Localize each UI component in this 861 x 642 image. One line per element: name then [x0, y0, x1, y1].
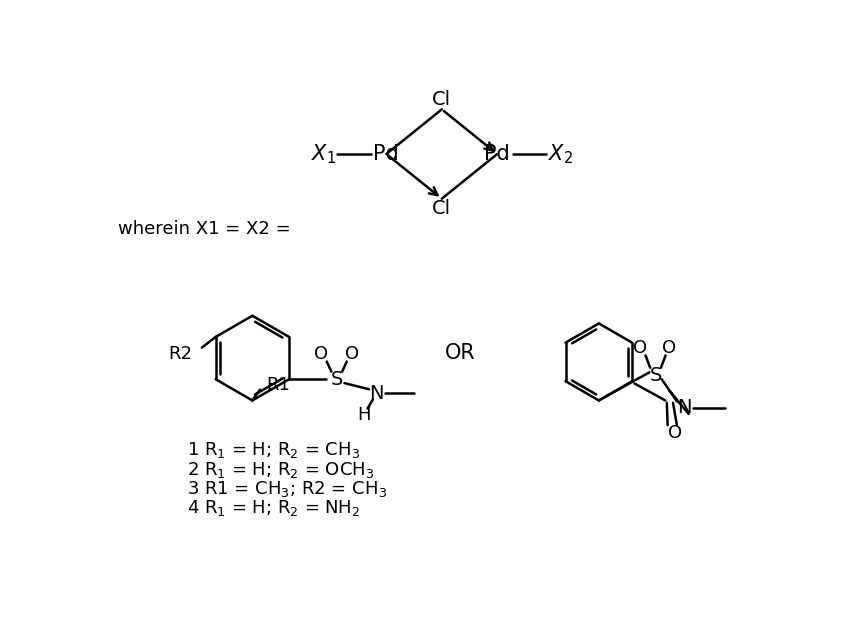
Text: OR: OR: [444, 343, 475, 363]
Text: 3 R1 = CH$_3$; R2 = CH$_3$: 3 R1 = CH$_3$; R2 = CH$_3$: [187, 479, 387, 499]
Text: O: O: [632, 340, 647, 358]
Text: O: O: [344, 345, 359, 363]
Text: 4 R$_1$ = H; R$_2$ = NH$_2$: 4 R$_1$ = H; R$_2$ = NH$_2$: [187, 498, 360, 518]
Text: R1: R1: [266, 376, 290, 394]
Text: $X_2$: $X_2$: [548, 143, 573, 166]
Text: 1 R$_1$ = H; R$_2$ = CH$_3$: 1 R$_1$ = H; R$_2$ = CH$_3$: [187, 440, 360, 460]
Text: O: O: [314, 345, 328, 363]
Text: O: O: [661, 340, 676, 358]
Text: N: N: [677, 398, 691, 417]
Text: Pd: Pd: [484, 144, 510, 164]
Text: O: O: [667, 424, 682, 442]
Text: wherein X1 = X2 =: wherein X1 = X2 =: [117, 220, 290, 238]
Text: $X_1$: $X_1$: [310, 143, 335, 166]
Text: R2: R2: [169, 345, 192, 363]
Text: S: S: [648, 366, 661, 385]
Text: Cl: Cl: [431, 90, 451, 109]
Text: S: S: [331, 370, 343, 389]
Text: 2 R$_1$ = H; R$_2$ = OCH$_3$: 2 R$_1$ = H; R$_2$ = OCH$_3$: [187, 460, 374, 480]
Text: Pd: Pd: [373, 144, 399, 164]
Text: H: H: [357, 406, 371, 424]
Text: Cl: Cl: [431, 199, 451, 218]
Text: N: N: [369, 384, 384, 403]
